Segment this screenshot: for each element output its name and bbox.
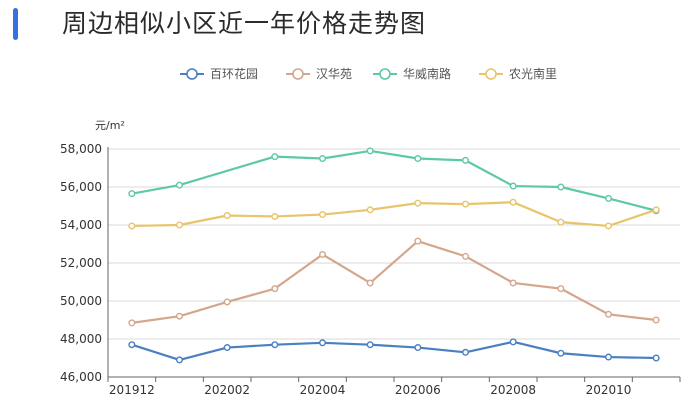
data-point[interactable] [175, 181, 183, 189]
data-point[interactable] [462, 252, 470, 260]
data-point[interactable] [366, 341, 374, 349]
data-point[interactable] [557, 183, 565, 191]
data-point[interactable] [652, 316, 660, 324]
data-point[interactable] [128, 190, 136, 198]
data-point[interactable] [462, 200, 470, 208]
legend-item-0[interactable]: 百环花园 [180, 66, 258, 81]
y-tick-label: 56,000 [60, 180, 102, 194]
data-point[interactable] [271, 285, 279, 293]
data-point[interactable] [319, 250, 327, 258]
data-point[interactable] [414, 237, 422, 245]
legend-item-2[interactable]: 华威南路 [373, 66, 451, 81]
y-tick-label: 58,000 [60, 142, 102, 156]
x-tick-label: 202006 [395, 383, 441, 397]
legend-item-1[interactable]: 汉华苑 [286, 67, 352, 81]
series-line-0 [131, 340, 657, 361]
data-point[interactable] [366, 279, 374, 287]
x-tick-label: 202008 [490, 383, 536, 397]
data-point[interactable] [509, 279, 517, 287]
y-tick-label: 54,000 [60, 218, 102, 232]
data-point[interactable] [605, 310, 613, 318]
data-point[interactable] [175, 312, 183, 320]
data-point[interactable] [128, 319, 136, 327]
series-line-3 [131, 201, 657, 228]
data-point[interactable] [271, 153, 279, 161]
data-point[interactable] [223, 298, 231, 306]
data-point[interactable] [557, 285, 565, 293]
data-point[interactable] [271, 341, 279, 349]
data-point[interactable] [319, 211, 327, 219]
data-point[interactable] [462, 156, 470, 164]
data-point[interactable] [605, 353, 613, 361]
x-tick-label: 202010 [586, 383, 632, 397]
data-point[interactable] [366, 206, 374, 214]
data-point[interactable] [175, 221, 183, 229]
data-point[interactable] [414, 154, 422, 162]
legend-swatch-marker [186, 68, 198, 80]
legend-label: 百环花园 [210, 66, 258, 81]
data-point[interactable] [509, 198, 517, 206]
legend-label: 农光南里 [509, 66, 557, 81]
data-point[interactable] [319, 154, 327, 162]
axes: 46,000 48,000 50,000 52,000 54,000 56,000 58,0… [60, 142, 681, 397]
y-tick-label: 48,000 [60, 332, 102, 346]
data-point[interactable] [414, 344, 422, 352]
data-point[interactable] [128, 222, 136, 230]
legend-item-3[interactable]: 农光南里 [479, 66, 557, 81]
data-point[interactable] [462, 348, 470, 356]
page-title: 周边相似小区近一年价格走势图 [62, 9, 427, 38]
data-point[interactable] [223, 211, 231, 219]
legend[interactable]: 百环花园 汉华苑 华威南路 农光南里 [180, 66, 557, 81]
series-line-1 [131, 240, 657, 324]
legend-swatch-marker [379, 68, 391, 80]
data-point[interactable] [557, 349, 565, 357]
y-tick-label: 46,000 [60, 370, 102, 384]
legend-swatch-marker [292, 68, 304, 80]
data-point[interactable] [652, 354, 660, 362]
series-line-2 [131, 149, 657, 212]
x-tick-label: 202002 [204, 383, 250, 397]
data-point[interactable] [128, 341, 136, 349]
data-point[interactable] [509, 338, 517, 346]
x-tick-label: 202004 [300, 383, 346, 397]
data-point[interactable] [509, 182, 517, 190]
data-point[interactable] [605, 222, 613, 230]
data-point[interactable] [366, 147, 374, 155]
legend-label: 华威南路 [403, 66, 451, 81]
data-point[interactable] [652, 206, 660, 214]
y-tick-label: 52,000 [60, 256, 102, 270]
legend-label: 汉华苑 [316, 67, 352, 81]
data-point[interactable] [175, 356, 183, 364]
y-axis-unit-label: 元/m² [95, 119, 125, 132]
series-lines [128, 147, 660, 364]
data-point[interactable] [319, 339, 327, 347]
data-point[interactable] [271, 212, 279, 220]
y-tick-label: 50,000 [60, 294, 102, 308]
data-point[interactable] [414, 199, 422, 207]
x-tick-label: 201912 [109, 383, 155, 397]
legend-swatch-marker [485, 68, 497, 80]
data-point[interactable] [557, 218, 565, 226]
title-accent-bar [13, 8, 18, 40]
grid-lines [108, 148, 680, 340]
data-point[interactable] [223, 344, 231, 352]
data-point[interactable] [605, 194, 613, 202]
